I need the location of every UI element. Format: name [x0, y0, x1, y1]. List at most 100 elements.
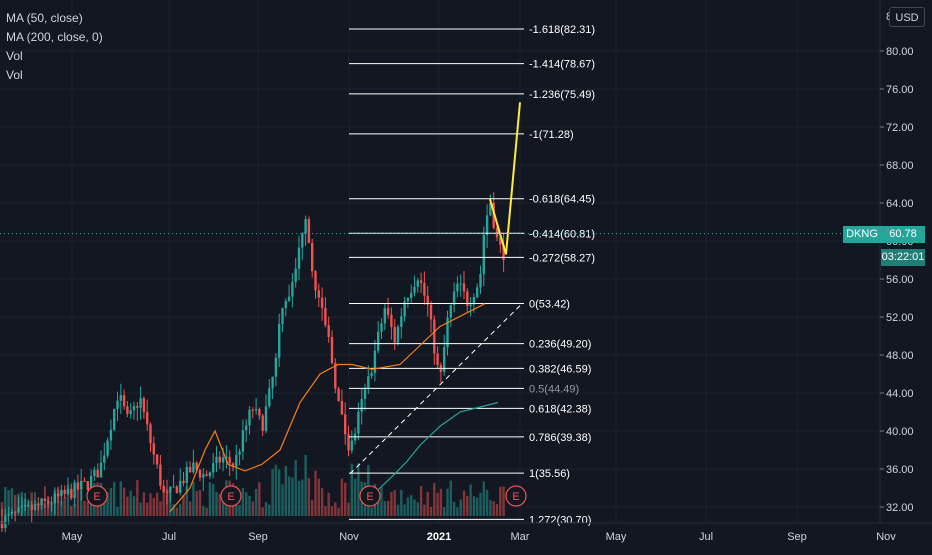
- volume-bar: [195, 491, 198, 516]
- candle-body: [142, 398, 146, 413]
- volume-bar: [452, 501, 456, 516]
- candle-body: [70, 488, 73, 499]
- volume-bar: [113, 482, 116, 516]
- indicator-legend-vol-2[interactable]: Vol: [6, 68, 23, 82]
- volume-bar: [307, 478, 311, 516]
- candle-body: [37, 503, 40, 506]
- candle-body: [0, 521, 4, 529]
- candle-body: [195, 462, 198, 470]
- candle-body: [109, 429, 113, 441]
- time-tick: Jul: [162, 531, 176, 543]
- price-tick: 48.00: [886, 350, 914, 362]
- volume-bar: [179, 504, 182, 516]
- fib-label: 1(35.56): [529, 468, 570, 480]
- volume-bar: [449, 480, 452, 516]
- fib-label: 0(53.42): [529, 299, 570, 311]
- candle-body: [179, 480, 182, 493]
- candle-body: [149, 424, 152, 444]
- candle-body: [462, 283, 466, 292]
- candle-body: [268, 388, 271, 407]
- volume-bar: [436, 493, 439, 516]
- indicator-legend-ma50[interactable]: MA (50, close): [6, 11, 83, 25]
- time-tick: Jul: [699, 531, 713, 543]
- volume-bar: [116, 506, 119, 516]
- earnings-marker: [86, 485, 108, 507]
- candle-body: [208, 472, 212, 477]
- volume-bar: [383, 501, 386, 516]
- candle-body: [340, 401, 344, 415]
- indicator-legend-ma200[interactable]: MA (200, close, 0): [6, 30, 103, 44]
- time-tick: 2021: [427, 531, 451, 543]
- volume-bar: [489, 499, 492, 516]
- candle-body: [367, 376, 370, 388]
- volume-bar: [479, 492, 482, 516]
- candle-body: [373, 350, 377, 373]
- price-tick: 68.00: [886, 160, 914, 172]
- candle-body: [205, 474, 208, 477]
- volume-bar: [297, 481, 301, 516]
- candle-body: [320, 297, 324, 308]
- volume-bar: [205, 507, 208, 516]
- volume-bar: [126, 496, 129, 516]
- volume-bar: [251, 501, 254, 516]
- candle-body: [50, 503, 53, 505]
- volume-bar: [433, 482, 436, 516]
- volume-bar: [334, 502, 337, 516]
- price-tick: 40.00: [886, 426, 914, 438]
- volume-bar: [76, 482, 80, 516]
- candle-body: [429, 304, 433, 320]
- volume-bar: [86, 501, 89, 516]
- candle-body: [472, 297, 476, 305]
- volume-bar: [136, 480, 139, 516]
- fib-label: -1.236(75.49): [529, 89, 595, 101]
- volume-bar: [426, 491, 429, 516]
- volume-bar: [439, 488, 443, 516]
- volume-bar: [258, 482, 261, 516]
- candle-body: [271, 376, 274, 389]
- volume-bar: [370, 507, 373, 516]
- earnings-marker-label: E: [512, 491, 519, 503]
- symbol-tag: DKNG: [843, 226, 881, 243]
- volume-bar: [393, 490, 396, 516]
- fib-label: 0.5(44.49): [529, 383, 579, 395]
- candle-body: [99, 462, 103, 478]
- volume-bar: [350, 463, 353, 516]
- currency-button[interactable]: USD: [889, 7, 925, 27]
- candle-body: [406, 297, 410, 302]
- candle-body: [241, 430, 245, 452]
- candle-body: [4, 515, 7, 529]
- candle-body: [360, 398, 363, 412]
- time-tick: Sep: [787, 531, 807, 543]
- earnings-marker: [505, 485, 527, 507]
- candle-body: [215, 456, 218, 464]
- candle-body: [337, 388, 340, 402]
- candle-body: [469, 304, 472, 307]
- candle-body: [258, 408, 261, 416]
- volume-bar: [248, 495, 251, 516]
- volume-bar: [377, 492, 380, 516]
- candle-body: [383, 308, 386, 324]
- volume-bar: [149, 493, 152, 516]
- candle-body: [23, 505, 27, 507]
- candle-body: [165, 491, 169, 493]
- candle-body: [485, 215, 489, 235]
- indicator-legend-vol-1[interactable]: Vol: [6, 49, 23, 63]
- volume-bar: [281, 484, 284, 516]
- volume-bar: [162, 486, 165, 516]
- candle-body: [63, 490, 66, 494]
- candle-body: [390, 314, 393, 328]
- fib-label: 0.618(42.38): [529, 403, 591, 415]
- candle-body: [357, 411, 360, 434]
- fib-label: -0.618(64.45): [529, 194, 595, 206]
- candle-body: [228, 456, 231, 464]
- candle-body: [47, 500, 50, 504]
- candle-body: [297, 247, 301, 269]
- candle-body: [89, 475, 93, 490]
- candle-body: [347, 434, 350, 451]
- volume-bar: [4, 486, 7, 516]
- volume-bar: [413, 499, 416, 516]
- volume-bar: [218, 494, 221, 516]
